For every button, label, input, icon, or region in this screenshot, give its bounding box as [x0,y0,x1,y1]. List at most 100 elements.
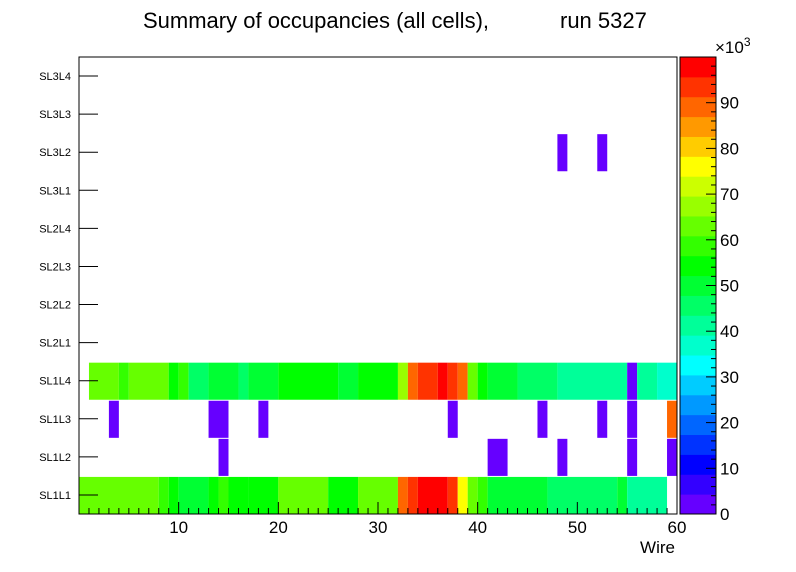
y-tick-label: SL3L2 [39,147,71,159]
y-tick-label: SL1L1 [39,490,71,502]
heatmap-cell [627,400,638,438]
color-scale-swatch [680,335,716,356]
heatmap-cell [447,476,458,514]
heatmap-cell [258,400,269,438]
x-axis-label: Wire [640,538,675,557]
color-scale-tick-label: 0 [720,505,729,524]
heatmap-cell [118,362,129,400]
heatmap-cell [557,362,628,400]
color-scale-swatch [680,355,716,376]
heatmap-cell [248,362,279,400]
color-scale-swatch [680,255,716,277]
heatmap-cell [158,476,169,514]
y-tick-label: SL3L3 [39,109,71,121]
color-scale-swatch [680,494,716,515]
heatmap-cell [168,362,179,400]
x-tick-label: 10 [169,518,188,537]
heatmap-cell [407,476,418,514]
color-scale-exponent: ×103 [715,35,751,57]
heatmap-cell [188,362,209,400]
color-scale-tick-label: 70 [720,185,739,204]
heatmap-cell [627,438,638,476]
y-tick-label: SL1L2 [39,452,71,464]
heatmap-cell [128,362,169,400]
color-scale: 0 10 20 30 40 50 60 70 80 90 [679,56,739,524]
plot-frame [78,56,678,515]
heatmap-cell [397,476,408,514]
heatmap-cell [218,476,229,514]
color-scale-swatch [680,374,716,396]
heatmap-cell [667,438,677,476]
heatmap-cell [278,362,339,400]
heatmap-cell [108,400,119,438]
heatmap-cell [617,476,628,514]
y-axis: SL1L1 SL1L2 SL1L3 SL1L4 SL2L1 SL2L2 SL2L3 SL2L4… [39,71,98,502]
color-scale-swatch [680,394,716,416]
heatmap-cell [627,476,668,514]
color-scale-swatch [680,235,716,257]
y-tick-label: SL2L4 [39,223,71,235]
color-scale-tick-label: 20 [720,414,739,433]
heatmap-cell [447,362,458,400]
color-scale-tick-label: 50 [720,277,739,296]
heatmap-cell [467,476,478,514]
chart-title-run: run 5327 [560,8,647,33]
y-tick-label: SL1L4 [39,376,71,388]
heatmap-cell [657,362,677,400]
color-scale-swatch [680,215,716,237]
plot-area [78,56,678,515]
heatmap-cell [487,362,518,400]
heatmap-cell [637,362,658,400]
heatmap-cell [597,400,608,438]
heatmap-cell [437,362,448,400]
color-scale-swatch [680,136,716,157]
heatmap-cell [328,476,359,514]
heatmap-cell [208,362,239,400]
y-tick-label: SL2L3 [39,261,71,273]
color-scale-swatch [680,176,716,197]
y-tick-label: SL2L1 [39,338,71,350]
heatmap-cell [627,362,638,400]
color-scale-swatch [680,454,716,475]
color-scale-swatch [680,156,716,177]
y-tick-label: SL3L4 [39,71,71,83]
color-scale-swatch [680,474,716,495]
heatmap-cell [338,362,359,400]
color-scale-tick-label: 90 [720,94,739,113]
color-scale-swatch [680,275,716,296]
x-tick-label: 40 [468,518,487,537]
color-scale-swatch [680,116,716,137]
heatmap-cell [517,362,558,400]
heatmap-cell [417,476,448,514]
color-scale-tick-label: 30 [720,368,739,387]
heatmap-cell [178,476,209,514]
color-scale-tick-label: 60 [720,231,739,250]
y-tick-label: SL2L2 [39,300,71,312]
heatmap-cell [597,134,608,172]
color-scale-swatch [680,414,716,436]
heatmap-cell [487,438,508,476]
heatmap-cell [477,476,488,514]
heatmap-cell [667,400,677,438]
heatmap-cell [218,438,229,476]
color-scale-swatch [680,196,716,217]
color-scale-swatch [680,57,716,78]
color-scale-swatch [680,295,716,316]
y-tick-label: SL1L3 [39,414,71,426]
heatmap-cell [248,476,279,514]
heatmap-cell [358,362,398,400]
heatmap-cell [168,476,179,514]
color-scale-tick-label: 80 [720,139,739,158]
heatmap-cell [557,438,568,476]
x-tick-label: 30 [369,518,388,537]
x-tick-label: 60 [668,518,687,537]
heatmap-cell [397,362,408,400]
y-tick-label: SL3L1 [39,185,71,197]
heatmap-cell [487,476,548,514]
heatmap-cell [457,476,468,514]
heatmap-cell [547,476,618,514]
heatmap-cell [417,362,438,400]
color-scale-swatch [680,315,716,336]
heatmap-cell [457,362,468,400]
heatmap-cell [407,362,418,400]
